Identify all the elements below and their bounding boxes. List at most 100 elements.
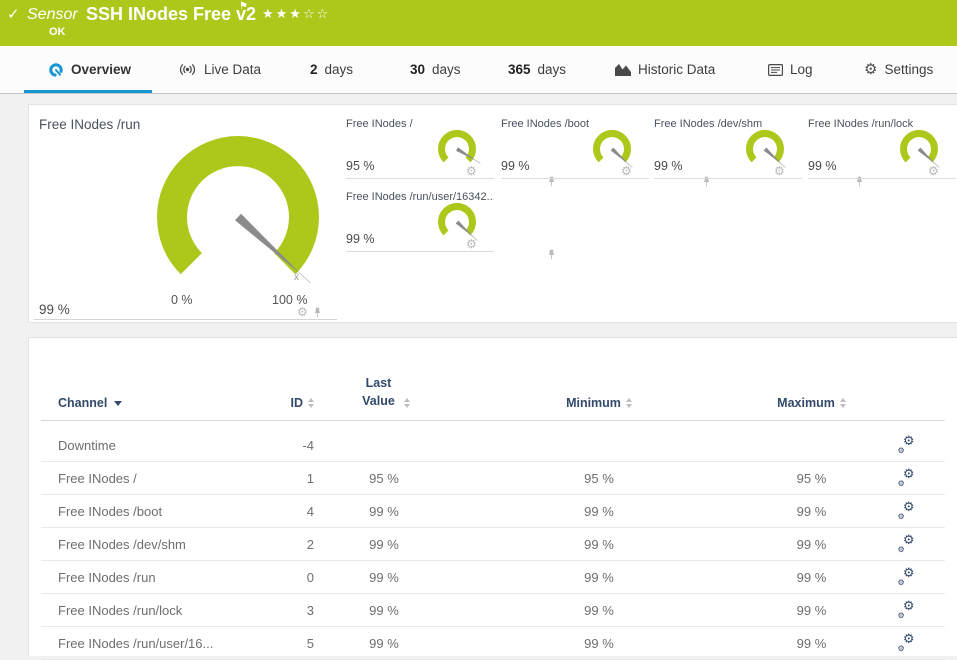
gauge-cell-free-inodes-run-lock[interactable]: Free INodes /run/lock 99 % ⚙	[808, 109, 956, 179]
last-value: 99 %	[369, 570, 399, 585]
channel-settings-gears-icon[interactable]: ⚙ ⚙	[897, 532, 915, 554]
gauge-settings-icon[interactable]: ⚙	[621, 164, 632, 178]
column-label: Last Value	[362, 375, 395, 408]
gauge-settings-icon[interactable]: ⚙	[297, 305, 308, 319]
cell-divider	[34, 319, 337, 320]
tab-bar: Overview Live Data 2 days 30 days 365 da…	[0, 46, 957, 94]
tab-number: 30	[410, 62, 426, 77]
object-kind-label: Sensor	[27, 6, 78, 23]
channel-settings-gears-icon[interactable]: ⚙ ⚙	[897, 598, 915, 620]
tab-365-days[interactable]: 365 days	[508, 46, 566, 93]
channel-settings-gears-icon[interactable]: ⚙ ⚙	[897, 631, 915, 653]
tab-30-days[interactable]: 30 days	[410, 46, 461, 93]
sort-icon	[403, 398, 410, 408]
pin-icon[interactable]	[702, 176, 711, 187]
gauge-title: Free INodes /dev/shm	[654, 118, 763, 130]
channel-settings-gears-icon[interactable]: ⚙ ⚙	[897, 433, 915, 455]
gauge-cell-actions: ⚙	[621, 164, 709, 187]
gauge-cell-actions: ⚙	[774, 164, 862, 187]
minimum-value: 99 %	[584, 537, 614, 552]
gauge-settings-icon[interactable]: ⚙	[466, 164, 477, 178]
gauge-settings-icon[interactable]: ⚙	[774, 164, 785, 178]
tab-label: Historic Data	[638, 62, 716, 77]
tab-log[interactable]: Log	[768, 46, 813, 93]
maximum-value: 99 %	[796, 636, 827, 651]
pin-icon[interactable]	[855, 176, 864, 187]
minimum-value: 95 %	[584, 471, 614, 486]
sensor-header: ✓ Sensor SSH INodes Free v2 ⚑ ★★★☆☆ OK	[0, 0, 957, 46]
column-header-minimum[interactable]: Minimum	[454, 396, 744, 410]
gauge-cell-actions: ⚙	[297, 306, 322, 318]
last-value: 95 %	[369, 471, 399, 486]
channel-id: 4	[306, 504, 314, 519]
maximum-value: 99 %	[796, 537, 827, 552]
priority-stars[interactable]: ★★★☆☆	[262, 6, 330, 22]
channel-table-body: Downtime -4 ⚙ ⚙ Free INodes / 1 95 % 95 %…	[29, 429, 957, 660]
column-label: Maximum	[777, 396, 835, 410]
pin-icon[interactable]	[547, 176, 556, 187]
tab-settings[interactable]: ⚙ Settings	[864, 46, 933, 93]
tab-historic-data[interactable]: Historic Data	[615, 46, 715, 93]
gear-icon: ⚙	[864, 61, 878, 78]
column-header-last-value[interactable]: Last Value	[314, 374, 454, 410]
primary-gauge-value: 99 %	[39, 302, 70, 317]
gauge-title: Free INodes /	[346, 118, 413, 130]
gauge-value: 95 %	[346, 159, 375, 173]
channel-id: 2	[306, 537, 314, 552]
channel-settings-gears-icon[interactable]: ⚙ ⚙	[897, 565, 915, 587]
last-value: 99 %	[369, 636, 399, 651]
pin-icon[interactable]	[313, 307, 322, 318]
maximum-value: 99 %	[796, 603, 827, 618]
maximum-value: 95 %	[796, 471, 827, 486]
gauge-value: 99 %	[346, 232, 375, 246]
minimum-value: 99 %	[584, 570, 614, 585]
gauge-icon	[49, 62, 63, 77]
tab-label: days	[432, 62, 461, 77]
maximum-value: 99 %	[796, 570, 827, 585]
gauge-value: 99 %	[654, 159, 683, 173]
gauge-cell-free-inodes-boot[interactable]: Free INodes /boot 99 % ⚙	[501, 109, 709, 187]
minimum-value: 99 %	[584, 504, 614, 519]
column-header-channel[interactable]: Channel	[29, 396, 258, 410]
gauge-cell-free-inodes-run-user[interactable]: Free INodes /run/user/16342... 99 % ⚙	[346, 182, 554, 260]
column-header-id[interactable]: ID	[258, 396, 314, 410]
small-gauge	[746, 129, 786, 168]
status-badge: OK	[49, 26, 66, 38]
channel-settings-gears-icon[interactable]: ⚙ ⚙	[897, 466, 915, 488]
area-chart-icon	[615, 64, 631, 76]
small-gauge	[438, 129, 481, 164]
gauge-title: Free INodes /boot	[501, 118, 590, 130]
tab-number: 2	[310, 62, 318, 77]
pin-icon[interactable]	[547, 249, 556, 260]
small-gauge	[438, 202, 478, 241]
table-row: Downtime -4 ⚙ ⚙	[29, 429, 957, 462]
gauge-cell-free-inodes-dev-shm[interactable]: Free INodes /dev/shm 99 % ⚙	[654, 109, 862, 187]
channel-id: 1	[306, 471, 314, 486]
log-list-icon	[768, 63, 783, 76]
primary-gauge-title: Free INodes /run	[39, 117, 141, 132]
last-value: 99 %	[369, 537, 399, 552]
tab-overview[interactable]: Overview	[48, 46, 131, 93]
minimum-value: 99 %	[584, 603, 614, 618]
gauges-panel: Free INodes /run 0 % 100 % x̄ 99 % ⚙ Fre…	[28, 104, 957, 323]
channel-id: -4	[302, 438, 314, 453]
primary-gauge	[157, 136, 319, 284]
sensor-title: SSH INodes Free v2	[86, 4, 257, 24]
tab-label: Overview	[71, 62, 132, 77]
tab-2-days[interactable]: 2 days	[310, 46, 353, 93]
gauge-cell-free-inodes-root[interactable]: Free INodes / 95 % ⚙	[346, 109, 554, 187]
gauge-title: Free INodes /run/lock	[808, 118, 914, 130]
gauge-title: Free INodes /run/user/16342...	[346, 191, 494, 203]
gauge-cell-actions: ⚙	[928, 165, 939, 177]
column-label: Minimum	[566, 396, 621, 410]
column-header-maximum[interactable]: Maximum	[744, 396, 879, 410]
gauge-settings-icon[interactable]: ⚙	[928, 164, 939, 178]
tab-label: days	[324, 62, 354, 77]
tab-live-data[interactable]: Live Data	[178, 46, 261, 93]
gauge-value: 99 %	[501, 159, 530, 173]
gauge-settings-icon[interactable]: ⚙	[466, 237, 477, 251]
gauge-scale-max: 100 %	[272, 293, 308, 307]
channel-settings-gears-icon[interactable]: ⚙ ⚙	[897, 499, 915, 521]
table-row: Free INodes /run/lock 3 99 % 99 % 99 % ⚙…	[29, 594, 957, 627]
primary-gauge-cell[interactable]: Free INodes /run 0 % 100 % x̄ 99 % ⚙	[29, 105, 346, 322]
